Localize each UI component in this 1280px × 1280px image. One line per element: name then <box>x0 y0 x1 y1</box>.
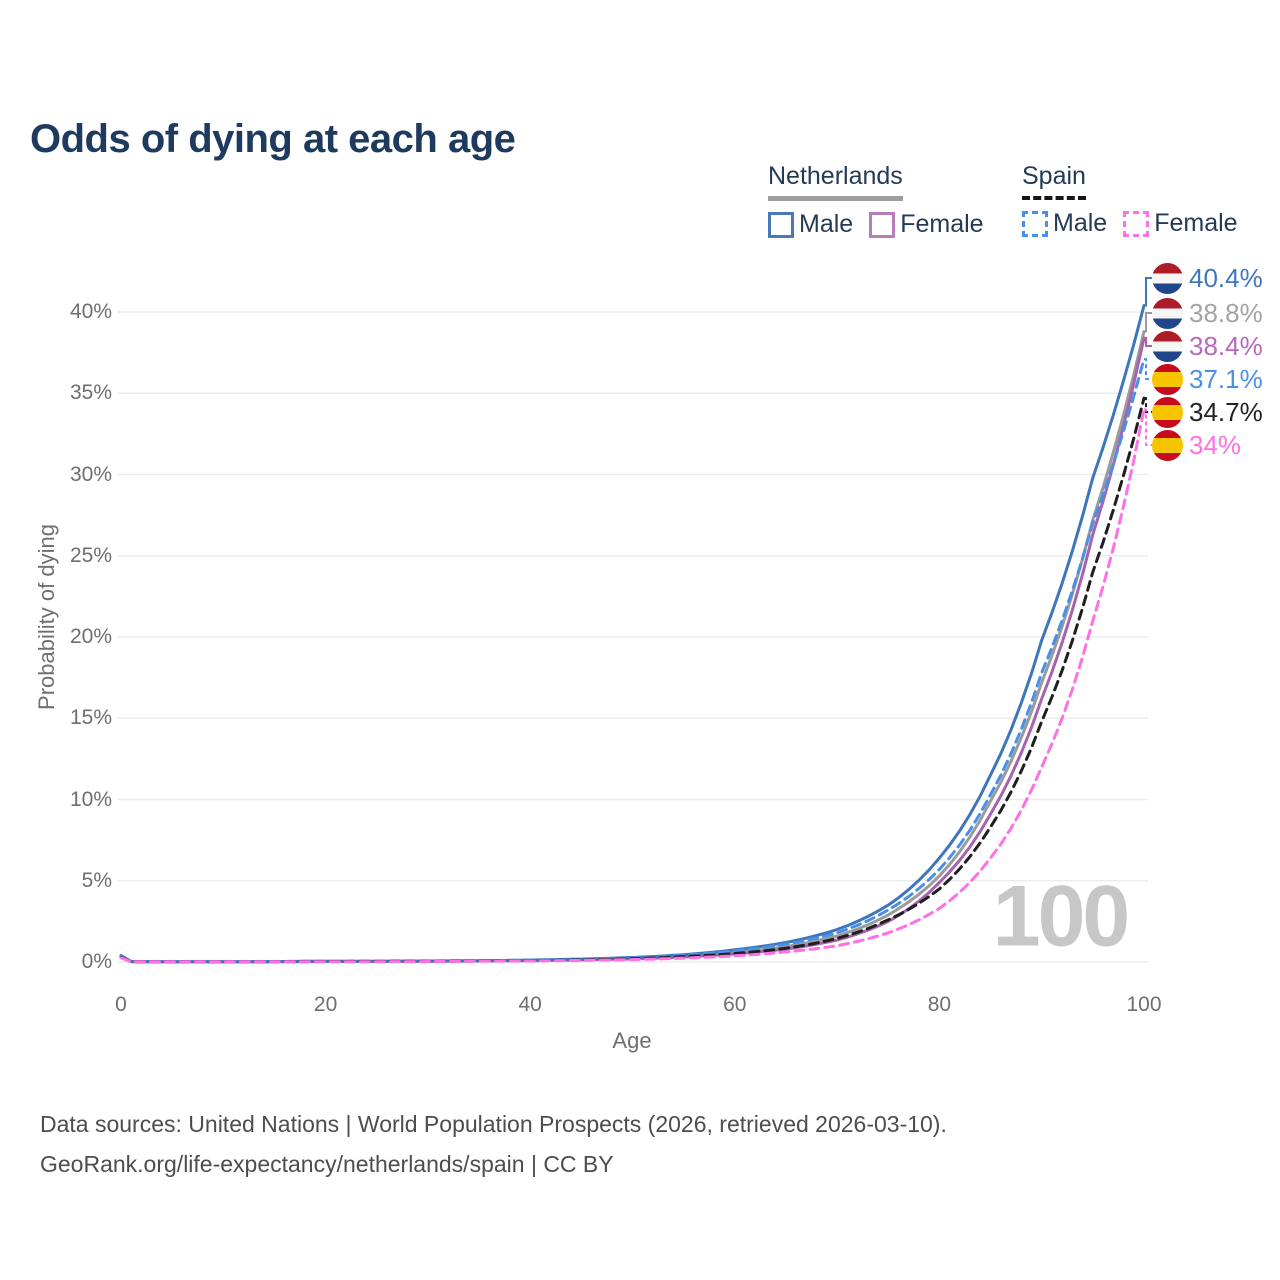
line-netherlands-female[interactable] <box>119 336 1146 964</box>
x-tick-label-100: 100 <box>1126 993 1162 1016</box>
y-axis-title: Probability of dying <box>34 524 59 710</box>
leader-line-netherlands-both <box>1144 312 1152 333</box>
end-label-value: 40.4% <box>1189 262 1263 293</box>
legend-country-label-spain[interactable]: Spain <box>1022 162 1086 200</box>
legend: Netherlands Male Female Spain Male Female <box>768 162 1254 239</box>
leader-line-spain-female <box>1144 408 1152 446</box>
end-label-value: 38.4% <box>1189 330 1263 361</box>
line-netherlands-both[interactable] <box>119 330 1146 964</box>
x-axis-title: Age <box>612 1028 652 1053</box>
x-tick-label-20: 20 <box>313 993 338 1016</box>
legend-label-netherlands-male[interactable]: Male <box>799 210 854 238</box>
footer-attribution: GeoRank.org/life-expectancy/netherlands/… <box>40 1151 614 1177</box>
end-label-netherlands-male: 40.4% <box>1152 262 1263 294</box>
y-tick-label-0: 0% <box>81 950 112 973</box>
end-label-value: 38.8% <box>1189 297 1263 328</box>
x-tick-label-60: 60 <box>723 993 747 1016</box>
netherlands-flag-icon <box>1152 297 1183 329</box>
legend-label-netherlands-female[interactable]: Female <box>900 210 984 238</box>
y-tick-label-5: 5% <box>81 868 112 892</box>
footer-data-sources: Data sources: United Nations | World Pop… <box>40 1111 947 1137</box>
y-tick-label-25: 25% <box>69 543 112 567</box>
line-spain-female[interactable] <box>119 408 1146 964</box>
end-label-value: 37.1% <box>1189 363 1263 394</box>
y-tick-label-35: 35% <box>69 381 112 405</box>
legend-swatch-netherlands-male[interactable] <box>768 211 794 238</box>
netherlands-flag-icon <box>1152 330 1183 362</box>
legend-group-netherlands: Netherlands Male Female <box>768 162 1022 239</box>
legend-label-spain-female[interactable]: Female <box>1154 209 1238 237</box>
x-tick-label-80: 80 <box>927 993 952 1016</box>
legend-swatch-netherlands-female[interactable] <box>869 211 896 238</box>
leader-line-spain-male <box>1144 358 1152 380</box>
legend-swatch-spain-male[interactable] <box>1022 210 1048 237</box>
legend-group-spain: Spain Male Female <box>1022 162 1254 239</box>
legend-label-spain-male[interactable]: Male <box>1053 209 1108 237</box>
leader-line-netherlands-female <box>1144 337 1152 347</box>
y-tick-label-15: 15% <box>69 706 112 730</box>
page-title: Odds of dying at each age <box>30 116 516 161</box>
spain-flag-icon <box>1152 396 1183 428</box>
leader-line-netherlands-male <box>1144 277 1152 307</box>
y-tick-label-40: 40% <box>69 300 112 323</box>
spain-flag-icon <box>1152 363 1183 395</box>
end-label-value: 34% <box>1189 429 1242 460</box>
leader-line-spain-both <box>1144 397 1152 413</box>
end-label-spain-both: 34.7% <box>1152 396 1263 428</box>
end-label-netherlands-female: 38.4% <box>1152 330 1263 362</box>
spain-flag-icon <box>1152 429 1183 461</box>
line-spain-male[interactable] <box>119 357 1146 964</box>
end-label-value: 34.7% <box>1189 396 1263 427</box>
end-label-spain-female: 34% <box>1152 429 1241 461</box>
x-tick-label-40: 40 <box>518 993 542 1016</box>
footer: Data sources: United Nations | World Pop… <box>40 1104 947 1184</box>
legend-country-label-netherlands[interactable]: Netherlands <box>768 162 903 201</box>
y-tick-label-10: 10% <box>69 787 112 811</box>
line-netherlands-male[interactable] <box>119 304 1146 964</box>
legend-swatch-spain-female[interactable] <box>1123 210 1150 237</box>
line-spain-both[interactable] <box>119 396 1146 964</box>
age-watermark: 100 <box>992 868 1130 965</box>
end-label-netherlands-both: 38.8% <box>1152 297 1263 329</box>
netherlands-flag-icon <box>1152 262 1183 294</box>
y-tick-label-30: 30% <box>69 462 112 486</box>
x-tick-label-0: 0 <box>115 993 127 1016</box>
y-tick-label-20: 20% <box>69 625 112 648</box>
end-label-spain-male: 37.1% <box>1152 363 1263 395</box>
